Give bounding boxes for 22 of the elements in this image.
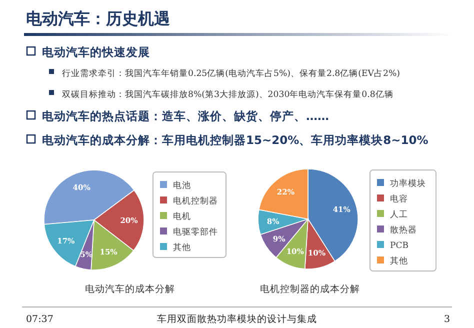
text: 电机控制器的成本分解 — [260, 283, 360, 295]
legend-label: 电驱零部件 — [173, 226, 218, 238]
text: 3 — [444, 314, 450, 325]
text: 电动汽车的热点话题：造车、涨价、缺货、停产、…… — [42, 109, 329, 123]
legend-label: 电机控制器 — [173, 196, 218, 206]
text: 双碳目标推动：我国汽车碳排放8%(第3大排放源)、2030年电动汽车保有量0.8亿辆 — [62, 89, 394, 100]
legend-label: 其他 — [173, 242, 191, 253]
text: 车用双面散热功率模块的设计与集成 — [157, 313, 317, 325]
legend-label: 电池 — [173, 180, 191, 191]
legend-label: PCB — [390, 241, 408, 251]
legend-label: 功率模块 — [390, 178, 426, 189]
legend-label: 其他 — [390, 256, 408, 266]
text: 行业需求牵引：我国汽车年销量0.25亿辆(电动汽车占5%)、保有量2.8亿辆(EV占2%) — [62, 68, 400, 79]
legend-label: 散热器 — [390, 224, 417, 236]
legend-label: 电容 — [390, 194, 408, 204]
text: 电动汽车的成本分解：车用电机控制器15~20%、车用功率模块8~10% — [42, 133, 429, 147]
legend-label: 电机 — [173, 211, 191, 222]
text: 电动汽车的快速发展 — [42, 45, 150, 59]
text: 电动汽车：历史机遇 — [26, 9, 170, 28]
text: 电动汽车的成本分解 — [85, 283, 175, 295]
legend-label: 人工 — [390, 209, 408, 220]
text: 07:37 — [26, 314, 54, 325]
